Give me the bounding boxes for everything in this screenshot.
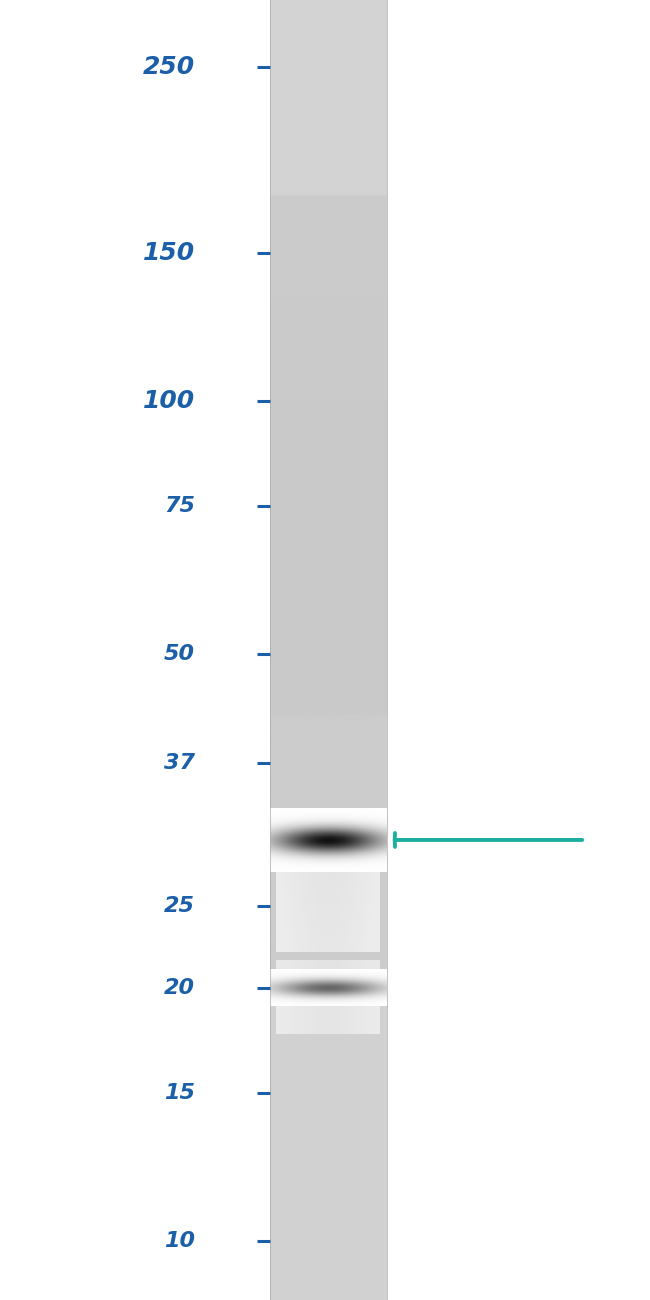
Text: 37: 37 — [164, 754, 195, 774]
Text: 75: 75 — [164, 495, 195, 516]
Text: 100: 100 — [143, 389, 195, 413]
Text: 50: 50 — [164, 644, 195, 663]
Text: 15: 15 — [164, 1083, 195, 1102]
Text: 10: 10 — [164, 1231, 195, 1251]
Text: 25: 25 — [164, 897, 195, 916]
Text: 20: 20 — [164, 978, 195, 998]
Text: 250: 250 — [143, 55, 195, 78]
Text: 150: 150 — [143, 240, 195, 265]
